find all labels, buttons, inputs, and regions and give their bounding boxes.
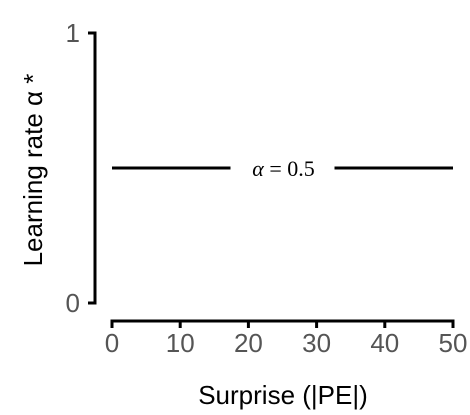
x-tick-label: 10 <box>166 328 195 358</box>
x-tick-label: 30 <box>302 328 331 358</box>
y-axis-title-group: Learning rate α * <box>18 74 48 267</box>
x-axis-title: Surprise (|PE|) <box>198 380 368 410</box>
line-annotation: α = 0.5 <box>252 156 314 181</box>
series: α = 0.5 <box>112 156 453 181</box>
y-tick-label: 0 <box>66 288 80 318</box>
y-axis-title: Learning rate α * <box>18 74 48 267</box>
annotation-alpha: α <box>252 156 264 181</box>
y-tick-label: 1 <box>66 18 80 48</box>
x-tick-label: 20 <box>234 328 263 358</box>
annotation-value: = 0.5 <box>264 156 315 181</box>
x-tick-label: 50 <box>439 328 468 358</box>
x-tick-label: 40 <box>370 328 399 358</box>
ticks: 0 10 20 30 40 50 0 1 <box>66 18 468 358</box>
x-tick-label: 0 <box>105 328 119 358</box>
